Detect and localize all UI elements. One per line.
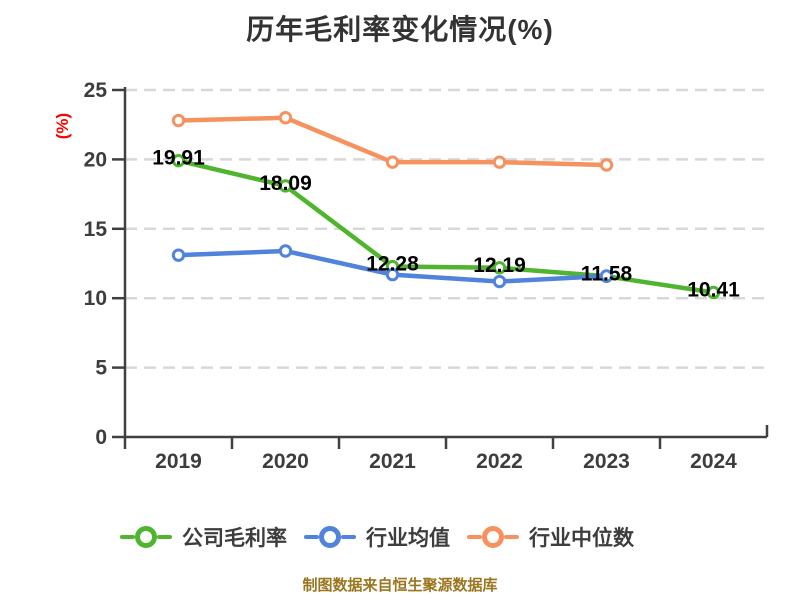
legend-line-segment [157,534,172,540]
data-point-company-gross-margin [278,179,293,193]
x-tick-label-2022: 2022 [476,450,523,473]
legend-marker-circle [319,526,341,548]
data-point-industry-median [278,111,293,125]
data-point-industry-median [385,155,400,169]
y-tick-label: 5 [95,357,107,380]
data-point-industry-average [278,244,293,258]
legend-line-segment [504,534,519,540]
legend-marker-circle [482,526,504,548]
data-point-industry-average [599,269,614,283]
data-label-company-gross-margin-2022: 12.19 [473,254,526,277]
x-tick-label-2021: 2021 [369,450,416,473]
plot-area: 0 5 10 15 20 25 2019 2020 2021 2022 2023 2024 19.91 1… [84,79,769,473]
data-point-company-gross-margin [171,153,186,168]
legend-item-industry-average[interactable]: 行业均值 [304,522,450,552]
data-point-company-gross-margin [706,285,721,300]
legend-label: 行业均值 [366,527,450,550]
legend-line-segment [467,534,482,540]
x-tick-label-2020: 2020 [262,450,309,473]
legend-item-industry-median[interactable]: 行业中位数 [467,522,634,552]
data-point-industry-median [171,113,186,128]
data-label-company-gross-margin-2024: 10.41 [687,279,740,302]
data-point-industry-median [492,155,507,169]
legend-line-segment [304,534,319,540]
data-point-company-gross-margin [492,261,507,275]
data-point-industry-average [171,248,186,262]
data-point-industry-average [385,267,400,282]
legend-label: 行业中位数 [529,527,634,550]
x-tick-label-2024: 2024 [690,450,737,473]
x-tick-label-2019: 2019 [155,450,202,473]
legend-marker-circle [135,526,157,548]
legend-item-company-gross-margin[interactable]: 公司毛利率 [120,522,287,552]
data-label-company-gross-margin-2023: 11.58 [581,262,633,285]
legend-line-segment [120,534,135,540]
y-tick-label: 15 [84,218,108,241]
y-tick-label: 0 [95,426,107,449]
data-source-note: 制图数据来自恒生聚源数据库 [302,577,498,594]
legend: 公司毛利率 行业均值 行业中位数 [120,522,634,552]
y-tick-label: 20 [84,148,107,171]
data-point-industry-average [492,274,507,289]
series-line-company-gross-margin [176,158,716,295]
legend-label: 公司毛利率 [182,527,287,550]
chart-title: 历年毛利率变化情况(%) [246,14,554,45]
data-label-company-gross-margin-2019: 19.91 [152,147,205,170]
data-label-company-gross-margin-2021: 12.28 [366,253,419,276]
data-label-company-gross-margin-2020: 18.09 [259,172,312,195]
data-point-industry-median [599,158,614,172]
y-tick-label: 10 [84,287,107,310]
x-tick-label-2023: 2023 [583,450,630,473]
legend-line-segment [341,534,356,540]
y-tick-label: 25 [84,79,108,102]
